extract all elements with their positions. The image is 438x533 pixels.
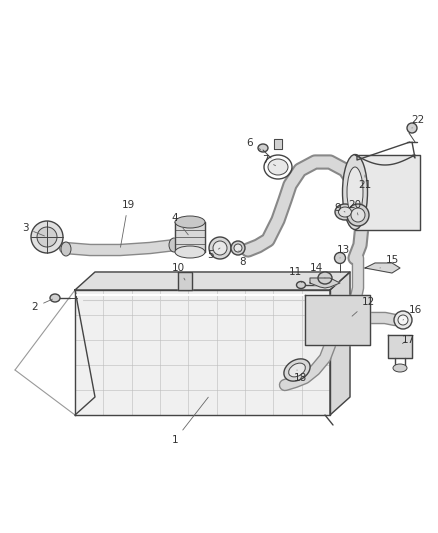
Ellipse shape [335, 253, 346, 263]
Text: 10: 10 [171, 263, 185, 280]
Ellipse shape [268, 159, 288, 175]
Ellipse shape [394, 311, 412, 329]
Text: 14: 14 [309, 263, 325, 278]
Text: 13: 13 [336, 245, 350, 258]
Text: 17: 17 [401, 335, 415, 345]
Polygon shape [365, 263, 400, 273]
Text: 16: 16 [403, 305, 422, 320]
Ellipse shape [318, 272, 332, 284]
Ellipse shape [169, 238, 179, 252]
Ellipse shape [284, 359, 310, 381]
Ellipse shape [213, 241, 227, 255]
Ellipse shape [297, 281, 305, 288]
Ellipse shape [347, 167, 363, 217]
Polygon shape [388, 335, 412, 358]
Ellipse shape [37, 227, 57, 247]
Text: 22: 22 [411, 115, 424, 128]
Polygon shape [178, 272, 192, 290]
Text: 18: 18 [293, 370, 307, 383]
Text: 20: 20 [349, 200, 361, 215]
Ellipse shape [31, 221, 63, 253]
Text: 3: 3 [22, 223, 44, 236]
Ellipse shape [50, 294, 60, 302]
Ellipse shape [209, 237, 231, 259]
Ellipse shape [61, 242, 71, 256]
Ellipse shape [347, 204, 369, 226]
Ellipse shape [343, 155, 367, 230]
Ellipse shape [231, 241, 245, 255]
Polygon shape [175, 222, 205, 252]
Ellipse shape [339, 207, 352, 217]
Text: 19: 19 [120, 200, 134, 247]
Polygon shape [75, 272, 350, 290]
Ellipse shape [289, 363, 305, 377]
Text: 12: 12 [352, 297, 374, 316]
Polygon shape [355, 155, 420, 230]
Polygon shape [305, 295, 370, 345]
Text: 15: 15 [380, 255, 399, 268]
Polygon shape [75, 290, 330, 415]
Polygon shape [310, 278, 340, 288]
Text: 4: 4 [172, 213, 188, 235]
Polygon shape [274, 139, 282, 149]
Text: 9: 9 [335, 203, 345, 213]
Ellipse shape [175, 246, 205, 258]
Ellipse shape [335, 204, 355, 220]
Text: 1: 1 [172, 397, 208, 445]
Polygon shape [330, 272, 350, 415]
Text: 11: 11 [288, 267, 302, 282]
Ellipse shape [407, 123, 417, 133]
Text: 5: 5 [207, 248, 220, 260]
Ellipse shape [234, 244, 242, 252]
Text: 2: 2 [32, 299, 53, 312]
Ellipse shape [258, 144, 268, 152]
Ellipse shape [398, 315, 408, 325]
Ellipse shape [351, 208, 365, 222]
Text: 6: 6 [247, 138, 261, 150]
Ellipse shape [393, 364, 407, 372]
Ellipse shape [175, 216, 205, 228]
Text: 8: 8 [239, 251, 246, 267]
Text: 21: 21 [358, 175, 371, 190]
Text: 7: 7 [261, 155, 276, 166]
